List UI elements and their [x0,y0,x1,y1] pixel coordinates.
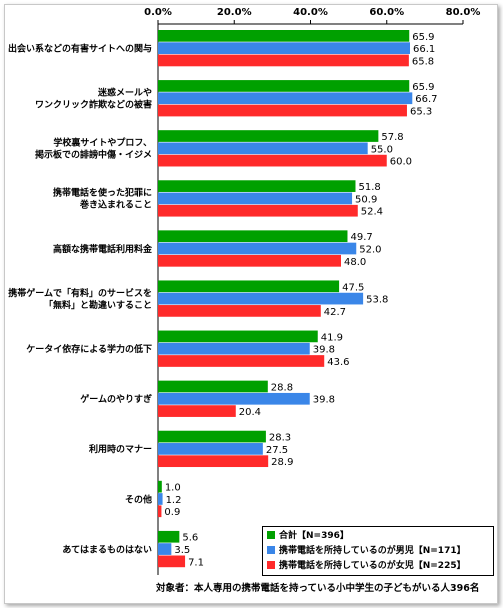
data-label: 60.0 [390,157,412,168]
legend-item-boys: 携帯電話を所持しているのが男児【N=171】 [263,542,493,557]
data-label: 52.4 [361,207,383,218]
category-label: 携帯ゲームで「有料」のサービスを [8,287,152,299]
bar [158,355,325,367]
legend-swatch-boys [267,545,275,554]
data-label: 50.9 [355,194,377,205]
data-label: 52.0 [359,244,381,255]
bar [158,104,407,117]
bar [158,280,340,293]
data-label: 65.8 [412,56,434,67]
bar [158,480,162,493]
data-label: 28.9 [271,457,293,468]
category-label: 出会い系などの有害サイトへの関与 [8,42,152,54]
data-label: 51.8 [358,182,380,193]
category-label: ワンクリック詐欺などの被害 [35,99,152,111]
footnote: 対象者：本人専用の携帯電話を持っている小中学生の子どもがいる人396名 [156,583,480,594]
data-label: 41.9 [321,332,343,343]
data-label: 65.3 [410,106,432,117]
bar [158,192,353,205]
bar [158,242,357,255]
bar [158,392,310,405]
x-tick-label: 80.0% [446,7,481,18]
bar [158,405,236,417]
data-label: 42.7 [324,307,346,318]
bar [158,254,341,267]
bar [158,505,162,518]
data-label: 48.0 [344,257,366,268]
category-label: 「無料」と勘違いすること [44,299,152,311]
data-label: 5.6 [182,533,198,544]
data-label: 28.3 [269,433,291,444]
data-label: 53.8 [366,295,388,306]
data-label: 1.0 [165,483,181,494]
legend-swatch-total [267,530,275,539]
bar [158,455,269,468]
bar [158,54,409,67]
x-tick-label: 0.0% [144,7,172,18]
category-label: 迷惑メールや [97,87,152,99]
x-tick-label: 60.0% [369,7,404,18]
bar [158,543,172,555]
category-label: 利用時のマナー [88,443,152,455]
data-label: 28.8 [271,382,293,393]
bar [158,130,379,142]
data-label: 65.9 [412,82,434,93]
category-label: ケータイ依存による学力の低下 [26,343,152,355]
bar [158,530,180,543]
bar [158,493,163,505]
bar [158,305,321,317]
data-label: 3.5 [174,545,190,556]
legend-label-boys: 携帯電話を所持しているのが男児【N=171】 [279,546,466,556]
data-label: 1.2 [166,495,182,506]
category-label: 学校裏サイトやプロフ、 [53,137,152,149]
category-label: 高額な携帯電話利用料金 [53,243,153,255]
bar [158,154,387,167]
data-label: 27.5 [266,445,288,456]
legend-item-girls: 携帯電話を所持しているのが女児【N=225】 [263,557,493,572]
bar [158,342,310,355]
data-label: 39.8 [313,345,335,356]
bar [158,180,356,192]
category-label: あてはまるものはない [62,544,152,555]
bar [158,204,358,217]
bar [158,42,411,54]
category-label: 携帯電話を使った犯罪に [53,187,152,199]
data-label: 47.5 [342,282,364,293]
data-label: 66.7 [415,94,437,105]
bar [158,555,186,568]
bar [158,330,318,343]
legend-label-total: 合計【N=396】 [279,531,349,541]
bar [158,80,410,92]
bar [158,380,268,393]
legend-swatch-girls [267,560,275,569]
bar [158,142,368,155]
data-label: 55.0 [371,144,393,155]
bar [158,430,266,443]
legend: 合計【N=396】 携帯電話を所持しているのが男児【N=171】 携帯電話を所持… [262,526,494,576]
data-label: 66.1 [413,44,435,55]
legend-label-girls: 携帯電話を所持しているのが女児【N=225】 [279,561,466,571]
data-label: 20.4 [239,407,261,418]
category-label: その他 [125,493,152,505]
data-label: 7.1 [188,557,204,568]
data-label: 65.9 [412,32,434,43]
data-label: 39.8 [313,395,335,406]
bar [158,292,364,305]
x-tick-label: 40.0% [293,7,328,18]
bar [158,30,410,42]
data-label: 43.6 [327,357,349,368]
data-label: 0.9 [164,507,180,518]
category-label: 巻き込まれること [79,199,152,211]
legend-item-total: 合計【N=396】 [263,527,493,542]
category-label: ゲームのやりすぎ [80,393,152,405]
category-label: 掲示板での誹謗中傷・イジメ [35,149,152,161]
bar [158,443,263,455]
data-label: 49.7 [350,232,372,243]
x-tick-label: 20.0% [217,7,252,18]
bar [158,92,413,105]
bar [158,230,348,243]
data-label: 57.8 [381,132,403,143]
